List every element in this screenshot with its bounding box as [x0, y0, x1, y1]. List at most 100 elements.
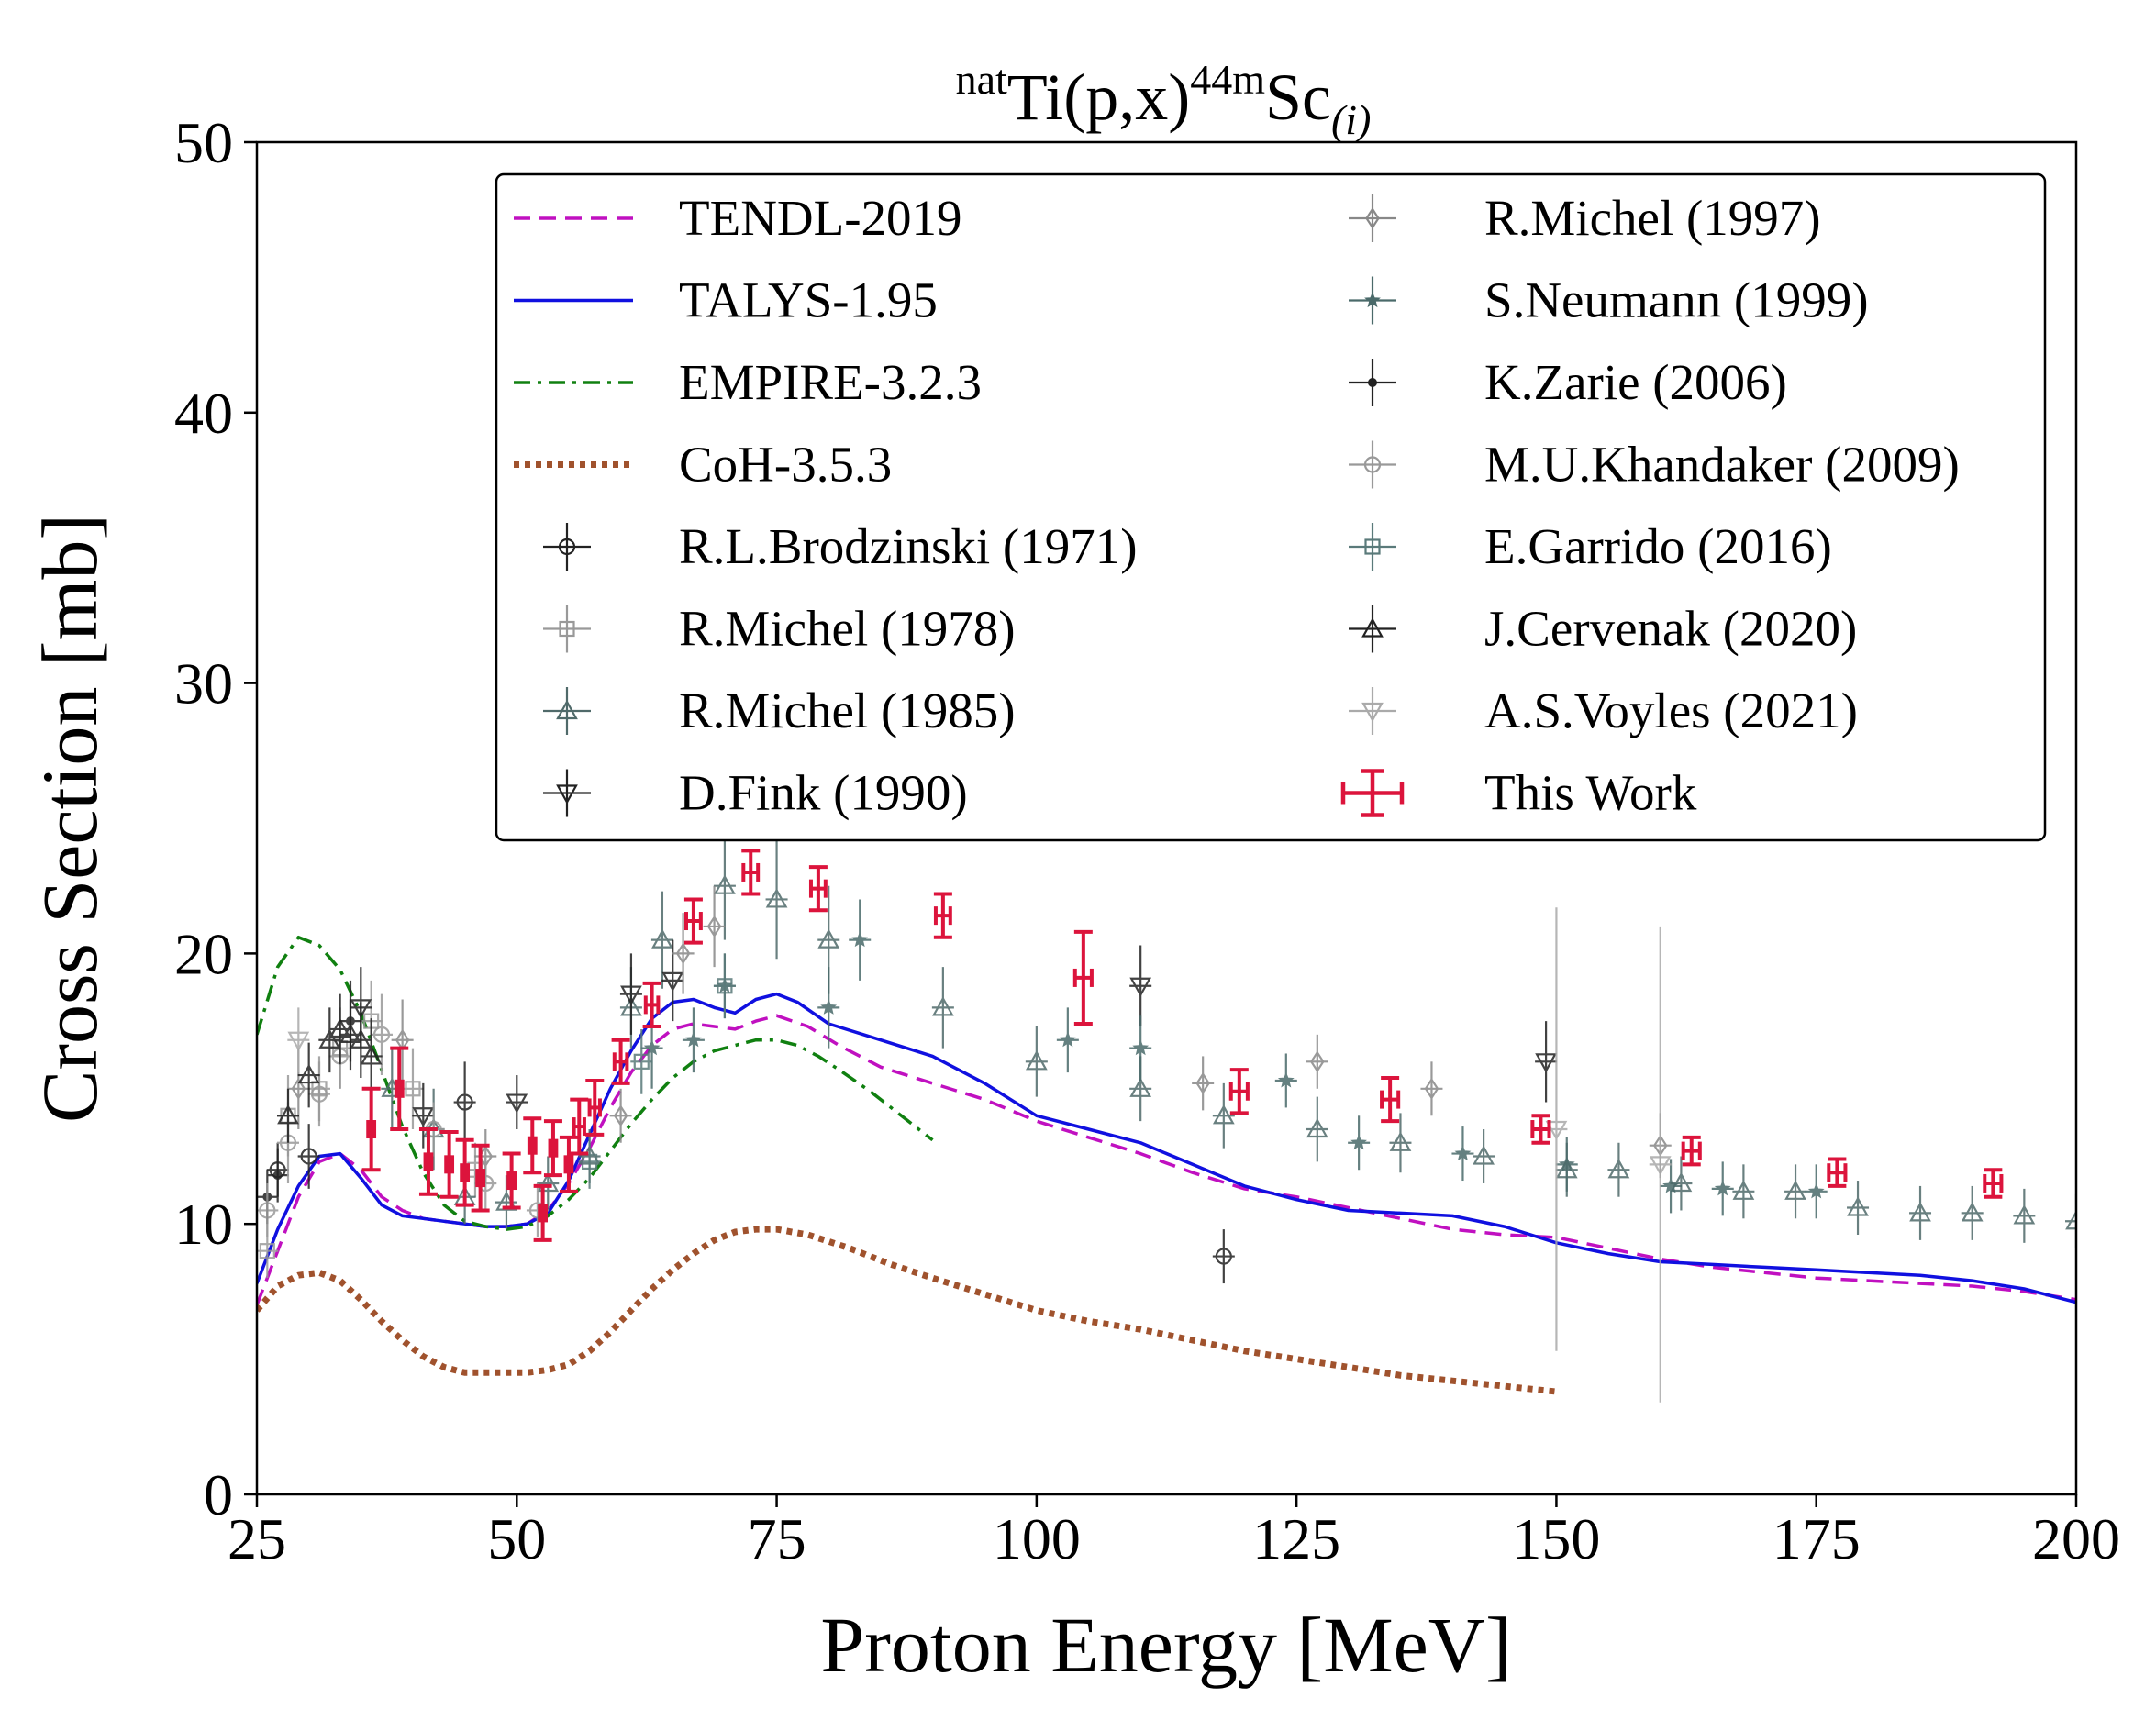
data-point — [1451, 1126, 1474, 1182]
marker — [661, 971, 684, 993]
legend: TENDL-2019 TALYS-1.95 EMPIRE-3.2.3 CoH-3.5.… — [495, 172, 2047, 842]
data-point — [933, 892, 952, 939]
marker — [1714, 1180, 1731, 1196]
legend-item: R.Michel (1985) — [543, 682, 1016, 738]
legend-label: TENDL-2019 — [679, 190, 962, 246]
legend-label: R.Michel (1985) — [679, 682, 1016, 738]
marker — [1545, 1120, 1568, 1141]
data-point — [350, 1002, 372, 1079]
data-point — [1681, 1135, 1702, 1167]
legend-item: R.Michel (1997) — [1349, 190, 1821, 246]
data-point — [390, 1046, 409, 1132]
x-axis-label: Proton Energy [MeV] — [820, 1601, 1511, 1689]
data-point — [1212, 1229, 1235, 1284]
marker — [717, 978, 733, 994]
marker — [1361, 617, 1384, 638]
data-point — [1306, 1096, 1328, 1162]
series-r-l-brodzinski-1971- — [266, 1061, 1235, 1284]
marker — [1670, 1171, 1693, 1193]
marker — [1649, 1156, 1672, 1176]
marker — [613, 1104, 628, 1127]
data-point — [1555, 1137, 1578, 1192]
marker — [765, 888, 788, 908]
marker — [1277, 1071, 1295, 1088]
legend-box — [495, 172, 2047, 842]
data-point — [683, 897, 703, 945]
marker — [1807, 1182, 1825, 1199]
data-point — [412, 1082, 435, 1149]
series-m-u-khandaker-2009- — [257, 993, 549, 1237]
marker — [1662, 1177, 1679, 1193]
data-point — [630, 1028, 653, 1094]
marker — [1558, 1155, 1575, 1171]
data-point — [1535, 1021, 1558, 1103]
legend-label: K.Zarie (2006) — [1484, 354, 1787, 410]
marker — [328, 1017, 351, 1038]
marker — [820, 999, 838, 1015]
marker — [1364, 538, 1381, 555]
data-point — [1129, 1015, 1152, 1081]
y-tick-label: 10 — [174, 1192, 233, 1257]
marker — [1129, 1077, 1152, 1097]
legend-label: D.Fink (1990) — [679, 765, 968, 821]
marker — [360, 1045, 383, 1065]
data-point — [672, 913, 695, 994]
title-sub: (i) — [1331, 96, 1371, 143]
data-point — [537, 1156, 560, 1211]
legend-label: R.L.Brodzinski (1971) — [679, 518, 1138, 574]
title-prefix: nat — [956, 56, 1007, 103]
legend-item: E.Garrido (2016) — [1349, 518, 1832, 574]
marker — [1195, 1071, 1210, 1094]
marker — [1364, 292, 1381, 308]
data-point — [257, 1182, 279, 1237]
data-point — [418, 1127, 438, 1196]
data-point — [1389, 1113, 1412, 1173]
data-point — [287, 1007, 310, 1073]
data-point — [543, 1119, 562, 1178]
data-point — [2013, 1188, 2036, 1243]
marker — [287, 1031, 310, 1052]
plot-frame — [255, 140, 2078, 1496]
data-point — [1983, 1168, 2004, 1199]
data-point — [1274, 1053, 1297, 1108]
data-point — [611, 1038, 630, 1085]
title-sup: 44m — [1190, 56, 1265, 103]
marker — [1212, 1104, 1235, 1125]
marker — [405, 1081, 421, 1097]
marker — [1215, 1248, 1232, 1265]
data-point — [619, 953, 642, 1035]
y-tick-label: 20 — [174, 921, 233, 986]
marker — [559, 620, 575, 638]
legend-item: D.Fink (1990) — [543, 765, 968, 821]
marker — [1309, 1050, 1325, 1073]
marker — [706, 915, 722, 938]
marker — [1368, 378, 1377, 387]
data-point — [455, 1137, 474, 1207]
marker — [932, 996, 954, 1016]
marker — [1306, 1117, 1328, 1138]
legend-label: S.Neumann (1999) — [1484, 272, 1869, 328]
marker — [1129, 977, 1152, 998]
marker — [2065, 1209, 2076, 1230]
data-point — [578, 1134, 601, 1189]
data-point — [1660, 1159, 1683, 1214]
title-base: Sc — [1265, 61, 1331, 134]
marker — [556, 784, 578, 805]
marker — [1961, 1202, 1984, 1222]
data-point — [1732, 1164, 1755, 1219]
data-point — [370, 993, 393, 1076]
legend-label: R.Michel (1978) — [679, 601, 1016, 657]
marker — [277, 1104, 299, 1125]
marker — [1732, 1180, 1755, 1200]
data-point — [1961, 1185, 1984, 1240]
curve-coh-3-5-3 — [257, 1226, 1557, 1395]
curve-talys-1-95 — [257, 992, 2076, 1304]
series-d-fink-1990- — [350, 939, 1558, 1149]
series-a-s-voyles-2021- — [287, 907, 1672, 1403]
marker — [1363, 456, 1382, 473]
marker — [1424, 1077, 1439, 1100]
marker — [297, 1063, 320, 1084]
data-point — [1072, 929, 1094, 1026]
x-tick-label: 200 — [2032, 1506, 2120, 1571]
marker — [506, 1093, 528, 1114]
